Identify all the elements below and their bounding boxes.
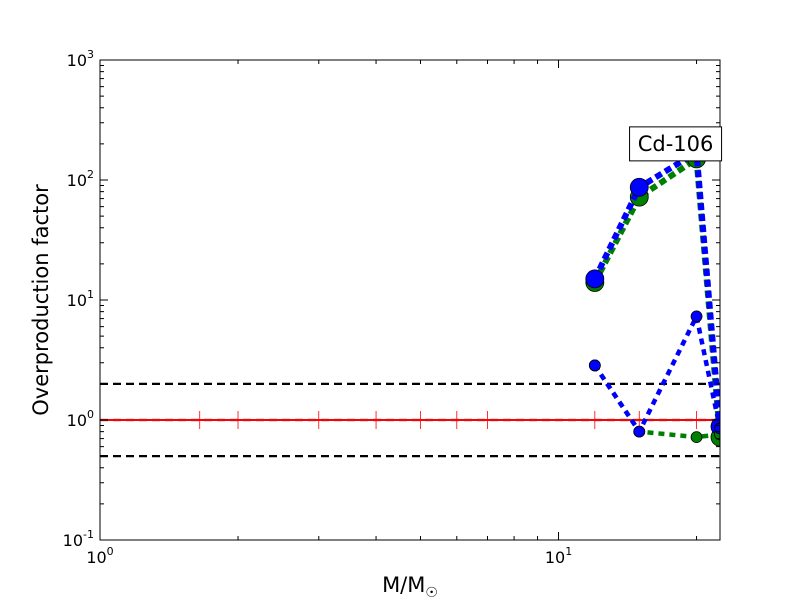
series-1-point-1 [629, 177, 649, 197]
y-tick-label-3: 102 [67, 168, 94, 190]
x-tick-labels: 100 101 [86, 545, 572, 567]
x-axis-label-subscript: ☉ [425, 585, 438, 600]
y-tick-label-1-base: 10 [67, 411, 87, 430]
y-tick-label-4-exp: 3 [87, 48, 94, 61]
x-tick-label-1-base: 10 [545, 548, 565, 567]
y-tick-label-0: 10-1 [63, 528, 94, 550]
plot-area [100, 60, 720, 540]
y-tick-label-2-base: 10 [67, 291, 87, 310]
x-axis-label-main: M/M [382, 573, 425, 597]
series-3-point-2 [690, 310, 703, 323]
x-tick-label-1: 101 [545, 545, 572, 567]
y-tick-label-2-exp: 1 [87, 288, 94, 301]
annotation-box: Cd-106 [629, 126, 723, 162]
series-2-point-2 [690, 431, 703, 444]
annotation-frame [629, 126, 723, 162]
series-1-line [592, 147, 720, 427]
y-tick-label-0-exp: -1 [83, 528, 94, 541]
y-tick-label-3-exp: 2 [87, 168, 94, 181]
x-tick-label-0-base: 10 [86, 548, 106, 567]
y-tick-label-1-exp: 0 [87, 408, 94, 421]
series-1-point-0 [585, 269, 605, 289]
y-tick-label-4-base: 10 [67, 51, 87, 70]
x-tick-label-1-exp: 1 [565, 545, 572, 558]
y-tick-label-4: 103 [67, 48, 94, 70]
x-axis-label: M/M☉ [382, 573, 438, 600]
y-axis-label: Overproduction factor [29, 184, 53, 416]
series-3-line [592, 309, 720, 437]
x-tick-label-0: 100 [86, 545, 113, 567]
series-3-point-1 [633, 425, 646, 438]
y-tick-label-0-base: 10 [63, 531, 83, 550]
series-3-point-0 [588, 359, 601, 372]
y-tick-label-2: 101 [67, 288, 94, 310]
axis-ticks [99, 59, 720, 541]
annotation-label: Cd-106 [638, 132, 714, 156]
y-tick-label-3-base: 10 [67, 171, 87, 190]
x-tick-label-0-exp: 0 [107, 545, 114, 558]
y-tick-label-1: 100 [67, 408, 94, 430]
